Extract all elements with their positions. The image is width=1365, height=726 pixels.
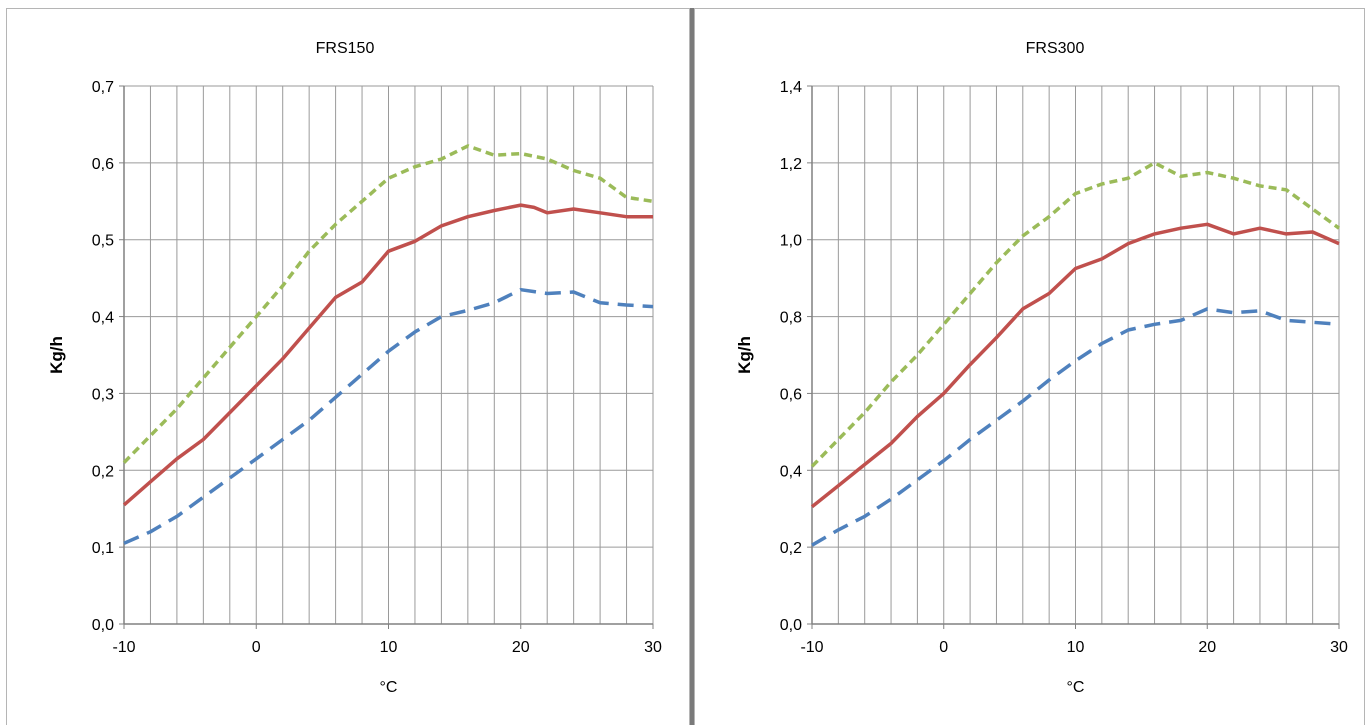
x-tick-label: 10: [380, 639, 398, 656]
y-tick-label: 0,0: [92, 617, 114, 634]
x-axis-label: °C: [1067, 679, 1085, 696]
chart-title: FRS150: [316, 40, 375, 57]
y-tick-label: 0,4: [780, 463, 802, 480]
y-axis-label: Kg/h: [735, 336, 754, 374]
chart-panel-frs300: FRS300 0,0 0,2 0,4 0,6 0,8 1,0 1,2 1,4 -10 0 10 20 30…: [694, 8, 1365, 725]
y-tick-label: 0,2: [780, 540, 802, 557]
y-tick-label: 0,6: [92, 156, 114, 173]
series-line-upper: [810, 161, 1341, 468]
y-tick-label: 0,0: [780, 617, 802, 634]
y-tick-label: 1,4: [780, 79, 802, 96]
chart-frs150: FRS150 0,0 0,1 0,2 0,3 0,4 0,5 0,6 0,7 -10 0 10 20 30…: [47, 40, 662, 696]
x-tick-label: 0: [252, 639, 261, 656]
y-tick-label: 1,0: [780, 233, 802, 250]
y-tick-label: 0,2: [92, 463, 114, 480]
y-tick-label: 0,3: [92, 386, 114, 403]
series-line-middle: [810, 222, 1340, 509]
x-tick-label: 20: [1198, 639, 1216, 656]
x-tick-label: -10: [800, 639, 823, 656]
y-tick-label: 0,6: [780, 386, 802, 403]
x-axis-label: °C: [380, 679, 398, 696]
y-tick-label: 0,5: [92, 233, 114, 250]
y-tick-label: 0,1: [92, 540, 114, 557]
series-line-lower: [811, 307, 1340, 547]
x-tick-label: 0: [939, 639, 948, 656]
y-tick-label: 0,4: [92, 310, 114, 327]
y-tick-label: 0,8: [780, 310, 802, 327]
chart-frs300: FRS300 0,0 0,2 0,4 0,6 0,8 1,0 1,2 1,4 -10 0 10 20 30…: [735, 40, 1348, 696]
chart-panel-frs150: FRS150 0,0 0,1 0,2 0,3 0,4 0,5 0,6 0,7 -10 0 10 20 30…: [6, 8, 690, 725]
series-line-upper: [122, 144, 654, 464]
chart-title: FRS300: [1026, 40, 1085, 57]
y-axis-label: Kg/h: [47, 336, 66, 374]
x-tick-label: 20: [512, 639, 530, 656]
x-tick-label: 30: [644, 639, 662, 656]
series-line-lower: [123, 287, 654, 545]
x-tick-label: 30: [1330, 639, 1348, 656]
y-tick-label: 0,7: [92, 79, 114, 96]
x-tick-label: 10: [1067, 639, 1085, 656]
series-line-middle: [122, 203, 653, 507]
x-tick-label: -10: [112, 639, 135, 656]
panel-divider: [690, 8, 694, 725]
y-tick-label: 1,2: [780, 156, 802, 173]
